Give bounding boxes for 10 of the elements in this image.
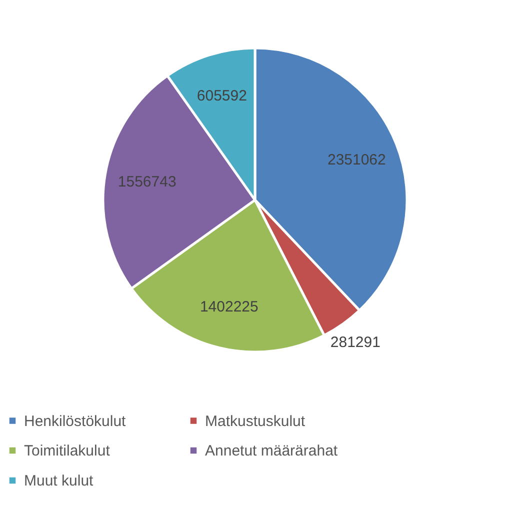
legend-label: Henkilöstökulut xyxy=(24,412,127,430)
data-label: 281291 xyxy=(330,334,380,352)
legend-label: Muut kulut xyxy=(24,472,94,490)
data-label: 605592 xyxy=(196,88,247,105)
legend-label: Annetut määrärahat xyxy=(205,442,338,460)
data-label: 1402225 xyxy=(200,298,258,316)
legend-label: Matkustuskulut xyxy=(205,412,306,430)
data-label: 1556743 xyxy=(118,174,176,191)
data-label: 2351062 xyxy=(327,152,386,169)
legend-label: Toimitilakulut xyxy=(24,442,111,460)
